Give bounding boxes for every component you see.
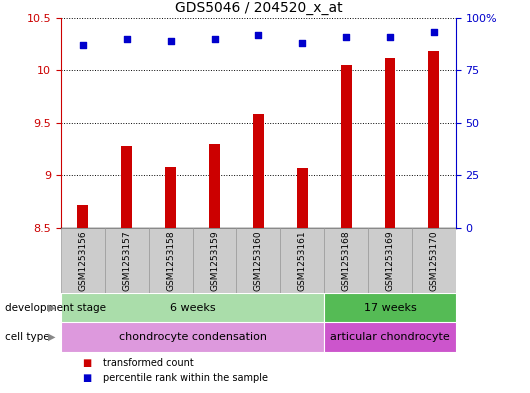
Point: [430, 29, 438, 35]
Text: transformed count: transformed count: [103, 358, 194, 368]
Text: 6 weeks: 6 weeks: [170, 303, 215, 312]
Point: [210, 35, 219, 42]
Text: GSM1253157: GSM1253157: [122, 230, 131, 291]
Text: ■: ■: [82, 358, 91, 368]
Bar: [121, 146, 132, 228]
Text: ▶: ▶: [48, 332, 56, 342]
Text: 17 weeks: 17 weeks: [364, 303, 417, 312]
Text: percentile rank within the sample: percentile rank within the sample: [103, 373, 268, 383]
Bar: [61, 293, 324, 322]
Bar: [341, 65, 351, 228]
Bar: [165, 167, 176, 228]
Bar: [324, 228, 368, 293]
Point: [254, 31, 263, 38]
Bar: [280, 228, 324, 293]
Text: articular chondrocyte: articular chondrocyte: [330, 332, 450, 342]
Bar: [412, 228, 456, 293]
Text: ▶: ▶: [48, 303, 56, 312]
Point: [122, 35, 131, 42]
Bar: [384, 58, 395, 228]
Text: GSM1253159: GSM1253159: [210, 230, 219, 291]
Title: GDS5046 / 204520_x_at: GDS5046 / 204520_x_at: [174, 1, 342, 15]
Bar: [324, 293, 456, 322]
Bar: [149, 228, 192, 293]
Bar: [324, 322, 456, 352]
Text: GSM1253169: GSM1253169: [385, 230, 394, 291]
Point: [78, 42, 87, 48]
Text: GSM1253156: GSM1253156: [78, 230, 87, 291]
Text: chondrocyte condensation: chondrocyte condensation: [119, 332, 267, 342]
Bar: [428, 51, 439, 228]
Bar: [77, 205, 89, 228]
Text: GSM1253158: GSM1253158: [166, 230, 175, 291]
Bar: [209, 144, 220, 228]
Bar: [61, 322, 324, 352]
Text: ■: ■: [82, 373, 91, 383]
Text: cell type: cell type: [5, 332, 50, 342]
Bar: [253, 114, 264, 228]
Text: GSM1253160: GSM1253160: [254, 230, 263, 291]
Bar: [192, 228, 236, 293]
Text: GSM1253170: GSM1253170: [429, 230, 438, 291]
Point: [166, 38, 175, 44]
Bar: [105, 228, 149, 293]
Point: [342, 33, 350, 40]
Point: [298, 40, 306, 46]
Bar: [297, 168, 308, 228]
Text: GSM1253168: GSM1253168: [342, 230, 351, 291]
Text: development stage: development stage: [5, 303, 107, 312]
Text: GSM1253161: GSM1253161: [298, 230, 307, 291]
Point: [386, 33, 394, 40]
Bar: [236, 228, 280, 293]
Bar: [61, 228, 105, 293]
Bar: [368, 228, 412, 293]
